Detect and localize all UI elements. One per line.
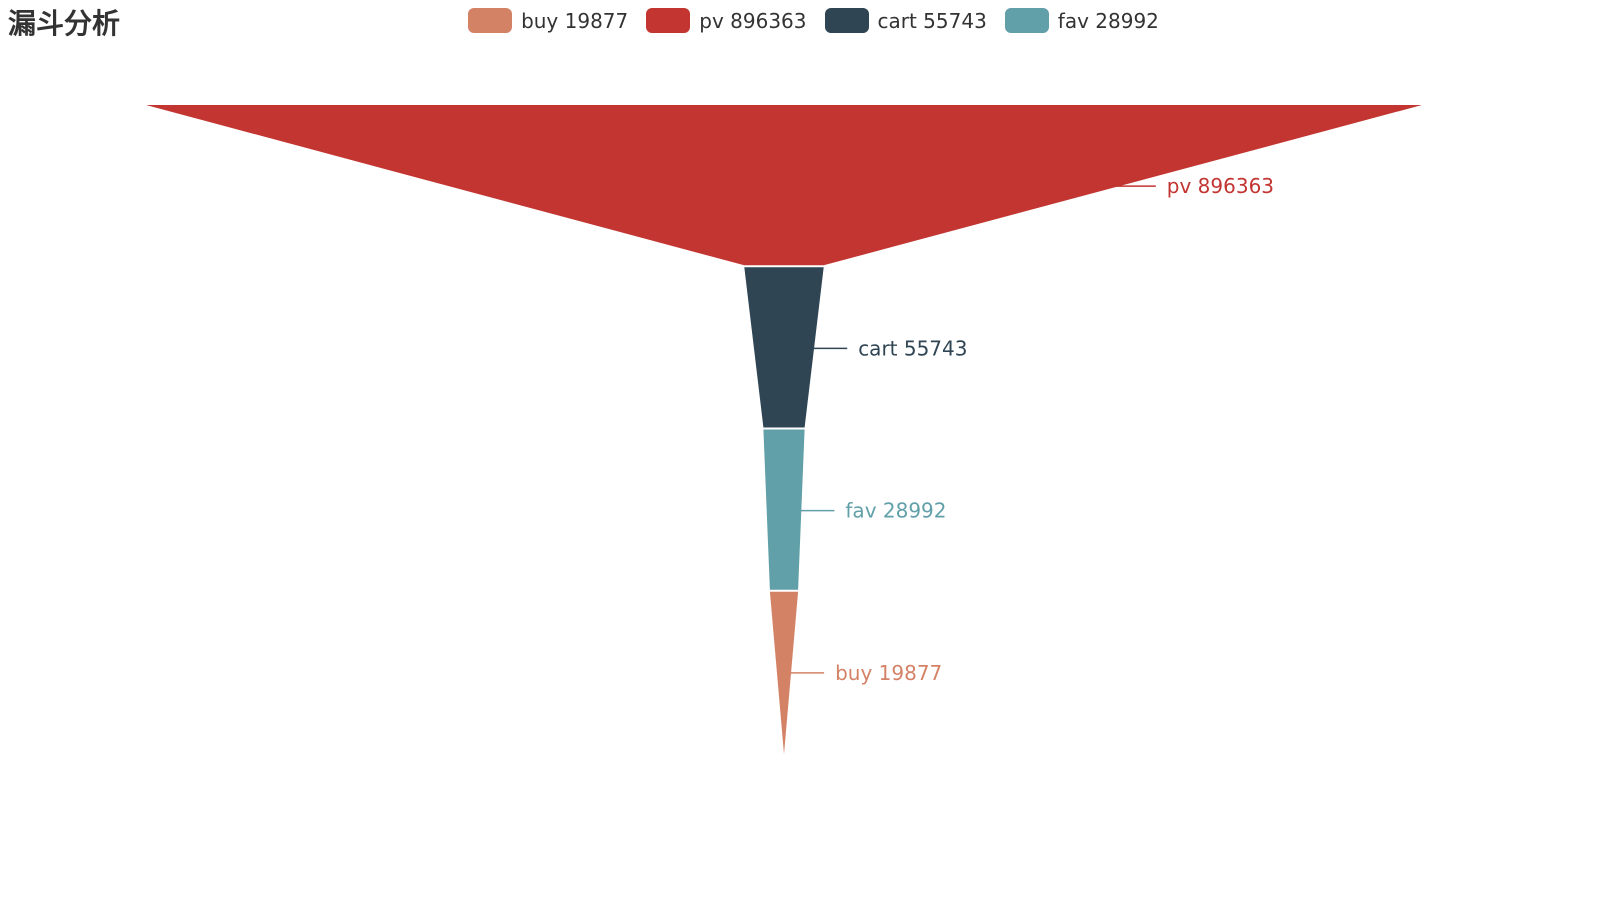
legend-item-cart[interactable]: cart 55743: [824, 8, 987, 33]
legend-swatch-fav: [1004, 8, 1049, 33]
chart-title: 漏斗分析: [8, 7, 121, 40]
legend-swatch-cart: [824, 8, 869, 33]
legend-label-fav: fav 28992: [1057, 8, 1159, 33]
funnel-segment-cart[interactable]: [744, 267, 824, 428]
data-label-cart: cart 55743: [858, 336, 967, 360]
legend-swatch-buy: [468, 8, 513, 33]
data-label-buy: buy 19877: [835, 661, 942, 685]
funnel-segment-fav[interactable]: [763, 429, 805, 590]
legend-label-cart: cart 55743: [877, 8, 987, 33]
funnel-segment-pv[interactable]: [146, 105, 1422, 266]
legend: buy 19877 pv 896363 cart 55743 fav 28992: [0, 8, 1619, 33]
legend-item-buy[interactable]: buy 19877: [468, 8, 628, 33]
legend-item-fav[interactable]: fav 28992: [1004, 8, 1159, 33]
data-label-pv: pv 896363: [1167, 174, 1274, 198]
data-label-fav: fav 28992: [845, 499, 946, 523]
legend-label-buy: buy 19877: [521, 8, 629, 33]
legend-item-pv[interactable]: pv 896363: [646, 8, 807, 33]
legend-swatch-pv: [646, 8, 691, 33]
legend-label-pv: pv 896363: [699, 8, 807, 33]
